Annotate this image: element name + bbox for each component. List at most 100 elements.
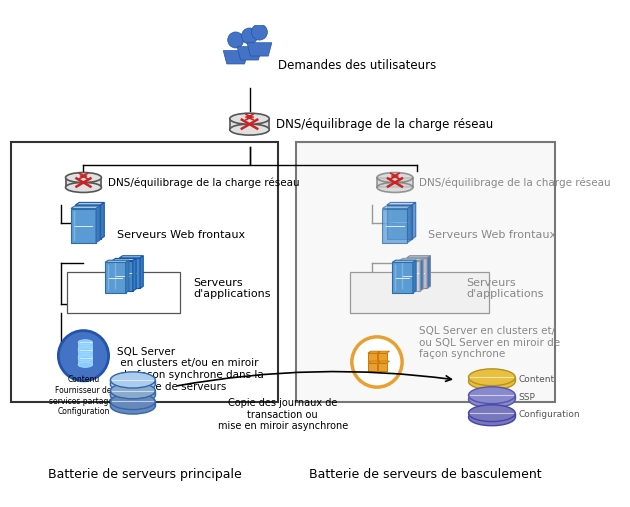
Polygon shape — [412, 202, 416, 239]
Text: SSP: SSP — [518, 392, 536, 402]
Ellipse shape — [66, 172, 101, 183]
Polygon shape — [96, 206, 100, 243]
Text: DNS/équilibrage de la charge réseau: DNS/équilibrage de la charge réseau — [108, 177, 299, 188]
Polygon shape — [105, 260, 129, 262]
Ellipse shape — [78, 346, 93, 351]
Polygon shape — [112, 261, 133, 291]
Ellipse shape — [469, 387, 515, 404]
Text: Contenu
Fournisseur de
services partagés
Configuration: Contenu Fournisseur de services partagés… — [49, 376, 117, 416]
Polygon shape — [71, 208, 96, 243]
Polygon shape — [78, 350, 93, 357]
Polygon shape — [140, 256, 143, 288]
Ellipse shape — [110, 383, 155, 399]
Polygon shape — [420, 259, 423, 291]
Polygon shape — [76, 205, 101, 239]
Polygon shape — [382, 206, 411, 208]
Polygon shape — [382, 208, 408, 243]
Polygon shape — [413, 260, 416, 293]
Circle shape — [352, 337, 402, 387]
Polygon shape — [368, 363, 377, 371]
Polygon shape — [247, 43, 272, 56]
Polygon shape — [378, 351, 389, 353]
Polygon shape — [125, 260, 129, 293]
Ellipse shape — [469, 391, 515, 408]
Text: Demandes des utilisateurs: Demandes des utilisateurs — [278, 59, 437, 73]
Polygon shape — [119, 258, 140, 288]
Ellipse shape — [78, 340, 93, 345]
Polygon shape — [378, 363, 387, 371]
Polygon shape — [399, 261, 420, 291]
Ellipse shape — [110, 372, 155, 388]
Ellipse shape — [78, 362, 93, 368]
Polygon shape — [408, 206, 411, 243]
Ellipse shape — [377, 183, 413, 193]
Ellipse shape — [469, 369, 515, 386]
Polygon shape — [110, 402, 155, 406]
Ellipse shape — [469, 405, 515, 421]
Ellipse shape — [469, 409, 515, 426]
Ellipse shape — [78, 348, 93, 353]
Text: Configuration: Configuration — [518, 411, 580, 419]
Polygon shape — [119, 256, 143, 258]
Ellipse shape — [110, 393, 155, 410]
Ellipse shape — [78, 354, 93, 359]
Polygon shape — [368, 361, 380, 363]
Polygon shape — [378, 361, 389, 363]
Polygon shape — [368, 351, 380, 353]
Polygon shape — [71, 206, 100, 208]
FancyBboxPatch shape — [350, 272, 489, 313]
Ellipse shape — [230, 124, 269, 135]
Text: Serveurs Web frontaux: Serveurs Web frontaux — [428, 230, 556, 239]
Circle shape — [59, 331, 108, 381]
Ellipse shape — [66, 183, 101, 193]
Text: DNS/équilibrage de la charge réseau: DNS/équilibrage de la charge réseau — [419, 177, 610, 188]
Text: SQL Server en clusters et/
ou SQL Server en miroir de
façon synchrone: SQL Server en clusters et/ ou SQL Server… — [419, 326, 560, 359]
FancyBboxPatch shape — [67, 272, 180, 313]
Text: SQL Server
 en clusters et/ou en miroir
 de façon synchrone dans la
 batterie de: SQL Server en clusters et/ou en miroir d… — [117, 347, 263, 391]
Ellipse shape — [230, 113, 269, 124]
Polygon shape — [237, 47, 262, 60]
Polygon shape — [406, 256, 430, 258]
FancyBboxPatch shape — [296, 142, 554, 403]
Text: DNS/équilibrage de la charge réseau: DNS/équilibrage de la charge réseau — [277, 118, 494, 131]
Polygon shape — [66, 177, 101, 188]
Polygon shape — [110, 380, 155, 384]
Text: Copie des journaux de
transaction ou
mise en miroir asynchrone: Copie des journaux de transaction ou mis… — [217, 398, 348, 431]
Polygon shape — [469, 395, 515, 400]
Polygon shape — [133, 259, 136, 291]
Polygon shape — [105, 262, 125, 293]
Polygon shape — [399, 259, 423, 261]
Polygon shape — [387, 202, 416, 205]
Ellipse shape — [469, 373, 515, 390]
Polygon shape — [101, 202, 105, 239]
Polygon shape — [392, 260, 416, 262]
Text: Serveurs Web frontaux: Serveurs Web frontaux — [117, 230, 245, 239]
Polygon shape — [223, 51, 248, 64]
Polygon shape — [78, 358, 93, 365]
Circle shape — [241, 28, 258, 44]
Polygon shape — [427, 256, 430, 288]
Text: Batterie de serveurs principale: Batterie de serveurs principale — [48, 467, 241, 481]
Ellipse shape — [110, 387, 155, 403]
Circle shape — [227, 32, 244, 48]
Polygon shape — [387, 205, 412, 239]
Polygon shape — [110, 391, 155, 395]
Polygon shape — [78, 342, 93, 349]
Polygon shape — [392, 262, 413, 293]
Polygon shape — [378, 353, 387, 361]
FancyBboxPatch shape — [11, 142, 278, 403]
Ellipse shape — [78, 356, 93, 361]
Polygon shape — [469, 413, 515, 417]
Polygon shape — [368, 353, 377, 361]
Ellipse shape — [110, 376, 155, 392]
Polygon shape — [377, 177, 413, 188]
Ellipse shape — [377, 172, 413, 183]
Text: Batterie de serveurs de basculement: Batterie de serveurs de basculement — [309, 467, 542, 481]
Polygon shape — [112, 259, 136, 261]
Polygon shape — [406, 258, 427, 288]
Circle shape — [251, 24, 267, 40]
Polygon shape — [469, 377, 515, 381]
Text: Content: Content — [518, 375, 555, 384]
Polygon shape — [76, 202, 105, 205]
Ellipse shape — [110, 398, 155, 414]
